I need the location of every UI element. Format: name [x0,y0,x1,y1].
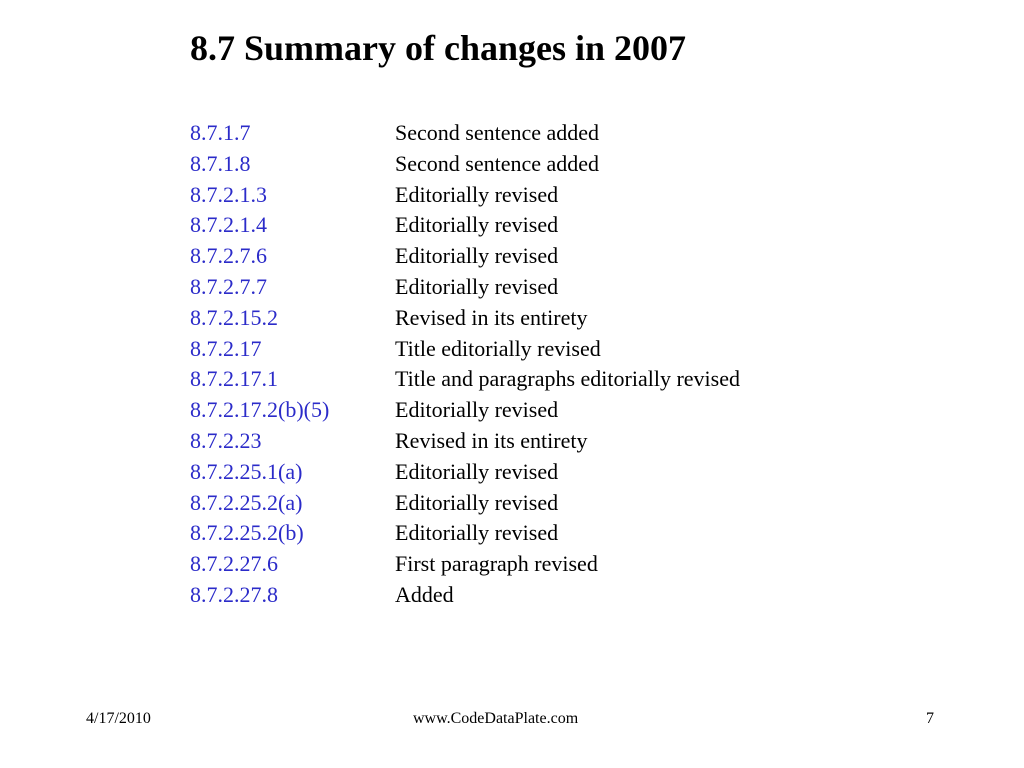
change-row: 8.7.2.23 Revised in its entirety [190,426,740,457]
change-row: 8.7.1.7 Second sentence added [190,118,740,149]
section-link[interactable]: 8.7.2.17.2(b)(5) [190,397,330,423]
section-link[interactable]: 8.7.2.25.2(b) [190,520,304,546]
section-link[interactable]: 8.7.2.17.1 [190,366,278,392]
change-description: Editorially revised [395,458,559,484]
section-link[interactable]: 8.7.1.7 [190,120,251,145]
change-row: 8.7.2.7.6 Editorially revised [190,241,740,272]
section-link[interactable]: 8.7.2.7.6 [190,243,267,269]
section-link[interactable]: 8.7.2.25.2(a) [190,489,303,515]
change-row: 8.7.2.17 Title editorially revised [190,334,740,365]
change-row: 8.7.2.17.2(b)(5) Editorially revised [190,395,740,426]
change-row: 8.7.2.25.2(b) Editorially revised [190,518,740,549]
change-description: Editorially revised [395,273,559,299]
change-row: 8.7.2.7.7 Editorially revised [190,272,740,303]
section-link[interactable]: 8.7.2.27.8 [190,581,278,607]
change-description: Second sentence added [395,120,600,145]
changes-list: 8.7.1.7 Second sentence added 8.7.1.8 Se… [190,118,740,611]
change-row: 8.7.2.27.8 Added [190,580,740,611]
change-description: Editorially revised [395,397,559,423]
section-link[interactable]: 8.7.2.23 [190,427,262,453]
section-link[interactable]: 8.7.2.25.1(a) [190,458,303,484]
change-description: Editorially revised [395,212,559,238]
change-description: Added [395,581,454,607]
section-link[interactable]: 8.7.2.17 [190,335,262,361]
page-number: 7 [926,710,934,727]
section-link[interactable]: 8.7.2.7.7 [190,273,267,299]
slide-title: 8.7 Summary of changes in 2007 [190,28,687,68]
change-row: 8.7.2.17.1 Title and paragraphs editoria… [190,364,740,395]
change-description: Title editorially revised [395,335,601,361]
section-link[interactable]: 8.7.2.1.3 [190,181,267,207]
change-row: 8.7.2.25.2(a) Editorially revised [190,488,740,519]
change-row: 8.7.2.1.4 Editorially revised [190,210,740,241]
change-description: Editorially revised [395,489,559,515]
section-link[interactable]: 8.7.2.27.6 [190,551,278,577]
change-description: Editorially revised [395,520,559,546]
change-row: 8.7.2.27.6 First paragraph revised [190,549,740,580]
change-description: Second sentence added [395,150,600,176]
footer-date: 4/17/2010 [86,710,151,727]
change-description: Revised in its entirety [395,427,588,453]
change-row: 8.7.1.8 Second sentence added [190,149,740,180]
change-description: Editorially revised [395,181,559,207]
change-description: Title and paragraphs editorially revised [395,366,740,392]
section-link[interactable]: 8.7.2.15.2 [190,304,278,330]
change-description: Editorially revised [395,243,559,269]
section-link[interactable]: 8.7.2.1.4 [190,212,267,238]
change-row: 8.7.2.15.2 Revised in its entirety [190,303,740,334]
footer-url[interactable]: www.CodeDataPlate.com [413,710,579,727]
change-description: Revised in its entirety [395,304,588,330]
change-row: 8.7.2.1.3 Editorially revised [190,180,740,211]
section-link[interactable]: 8.7.1.8 [190,150,251,176]
change-description: First paragraph revised [395,551,598,577]
change-row: 8.7.2.25.1(a) Editorially revised [190,457,740,488]
